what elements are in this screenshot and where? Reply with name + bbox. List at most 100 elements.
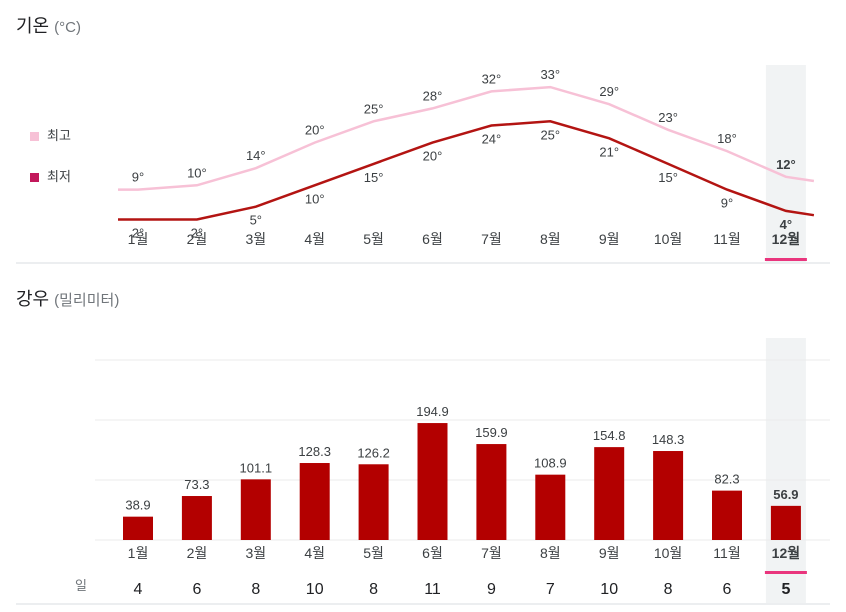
low-temp-label: 2° xyxy=(132,225,144,240)
low-temp-label: 4° xyxy=(780,217,792,232)
rain-value-label: 108.9 xyxy=(534,456,567,471)
rain-bar xyxy=(240,479,271,540)
legend-low-label: 최저 xyxy=(47,169,71,184)
temp-month-label: 5월 xyxy=(363,231,384,247)
rain-month-label: 4월 xyxy=(304,545,325,561)
rain-month-label: 8월 xyxy=(540,545,561,561)
low-temp-label: 10° xyxy=(305,191,325,206)
high-temp-label: 33° xyxy=(540,67,560,82)
low-temp-label: 21° xyxy=(599,144,619,159)
rain-value-label: 38.9 xyxy=(125,498,150,513)
low-temp-label: 2° xyxy=(191,225,203,240)
high-temp-label: 18° xyxy=(717,131,737,146)
rain-month-label: 7월 xyxy=(481,545,502,561)
temp-month-label: 8월 xyxy=(540,231,561,247)
rain-days-value: 5 xyxy=(781,581,790,598)
temp-month-label: 1월 xyxy=(128,231,149,247)
legend-high-swatch xyxy=(30,132,39,142)
legend-low-swatch xyxy=(30,173,39,183)
rain-selected-underline xyxy=(764,571,807,574)
rain-month-label: 3월 xyxy=(245,545,266,561)
low-temp-line xyxy=(118,120,815,221)
rain-month-label: 11월 xyxy=(713,545,740,561)
rain-value-label: 73.3 xyxy=(184,477,209,492)
high-temp-label: 10° xyxy=(187,165,207,180)
high-temp-line xyxy=(118,85,815,191)
high-temp-label: 25° xyxy=(364,101,384,116)
rain-value-label: 148.3 xyxy=(652,432,685,447)
rain-month-label: 5월 xyxy=(363,545,384,561)
rain-month-label: 10월 xyxy=(654,545,682,561)
rain-days-label: 일 xyxy=(75,578,87,593)
high-temp-label: 9° xyxy=(132,170,144,185)
low-temp-label: 24° xyxy=(482,132,502,147)
temperature-title: 기온 (°C) xyxy=(16,12,81,38)
temperature-title-text: 기온 xyxy=(16,16,50,36)
rain-month-label: 9월 xyxy=(599,545,620,561)
rain-days-value: 9 xyxy=(487,581,496,598)
rain-value-label: 101.1 xyxy=(240,460,273,475)
temp-selected-underline xyxy=(764,258,807,261)
high-temp-label: 32° xyxy=(482,71,502,86)
temp-month-label: 7월 xyxy=(481,231,502,247)
legend-high-label: 최고 xyxy=(47,128,71,143)
rain-value-label: 126.2 xyxy=(357,445,390,460)
rain-days-value: 6 xyxy=(192,581,201,598)
rain-bar xyxy=(181,496,212,540)
temp-month-label: 2월 xyxy=(187,231,208,247)
rain-days-value: 8 xyxy=(251,581,260,598)
rain-month-label: 6월 xyxy=(422,545,443,561)
low-temp-label: 15° xyxy=(364,170,384,185)
rain-value-label: 194.9 xyxy=(416,404,449,419)
selected-month-highlight-rain xyxy=(765,338,806,603)
high-temp-label: 29° xyxy=(599,84,619,99)
rain-days-value: 6 xyxy=(723,581,732,598)
rain-bar xyxy=(653,451,684,540)
high-temp-label: 14° xyxy=(246,148,266,163)
temp-month-label: 12월 xyxy=(772,231,800,247)
legend-low: 최저 xyxy=(30,166,71,185)
temp-month-label: 4월 xyxy=(304,231,325,247)
low-temp-label: 9° xyxy=(721,196,733,211)
rain-value-label: 82.3 xyxy=(714,472,739,487)
rain-value-label: 56.9 xyxy=(773,487,798,502)
rain-days-value: 4 xyxy=(134,581,143,598)
high-temp-label: 28° xyxy=(423,88,443,103)
low-temp-label: 15° xyxy=(658,170,678,185)
rain-days-value: 10 xyxy=(306,581,324,598)
legend-high: 최고 xyxy=(30,125,71,144)
rain-month-label: 12월 xyxy=(772,545,800,561)
rain-bar xyxy=(594,447,625,540)
rain-bar xyxy=(476,444,507,540)
high-temp-label: 23° xyxy=(658,110,678,125)
precipitation-unit: (밀리미터) xyxy=(54,292,120,309)
rain-days-value: 8 xyxy=(664,581,673,598)
low-temp-label: 5° xyxy=(250,213,262,228)
temp-month-label: 11월 xyxy=(713,231,740,247)
low-temp-label: 20° xyxy=(423,149,443,164)
rain-days-value: 7 xyxy=(546,581,555,598)
rain-month-label: 2월 xyxy=(187,545,208,561)
rain-bar xyxy=(123,516,153,540)
low-temp-label: 25° xyxy=(540,127,560,142)
rain-value-label: 128.3 xyxy=(298,444,331,459)
rain-days-value: 8 xyxy=(369,581,378,598)
selected-month-highlight-temp xyxy=(765,65,806,262)
precipitation-title: 강우 (밀리미터) xyxy=(16,285,119,311)
temp-month-label: 3월 xyxy=(245,231,266,247)
temp-month-label: 10월 xyxy=(654,231,682,247)
rain-bar xyxy=(535,474,566,540)
precipitation-title-text: 강우 xyxy=(16,289,50,309)
rain-bar xyxy=(358,464,389,540)
rain-value-label: 154.8 xyxy=(593,428,626,443)
rain-month-label: 1월 xyxy=(128,545,149,561)
rain-bar xyxy=(712,490,742,540)
high-temp-label: 12° xyxy=(776,157,796,172)
rain-bar xyxy=(299,463,330,540)
rain-days-value: 11 xyxy=(424,581,441,598)
rain-bar xyxy=(770,505,801,540)
rain-bar xyxy=(417,423,448,540)
temp-month-label: 6월 xyxy=(422,231,443,247)
high-temp-label: 20° xyxy=(305,123,325,138)
